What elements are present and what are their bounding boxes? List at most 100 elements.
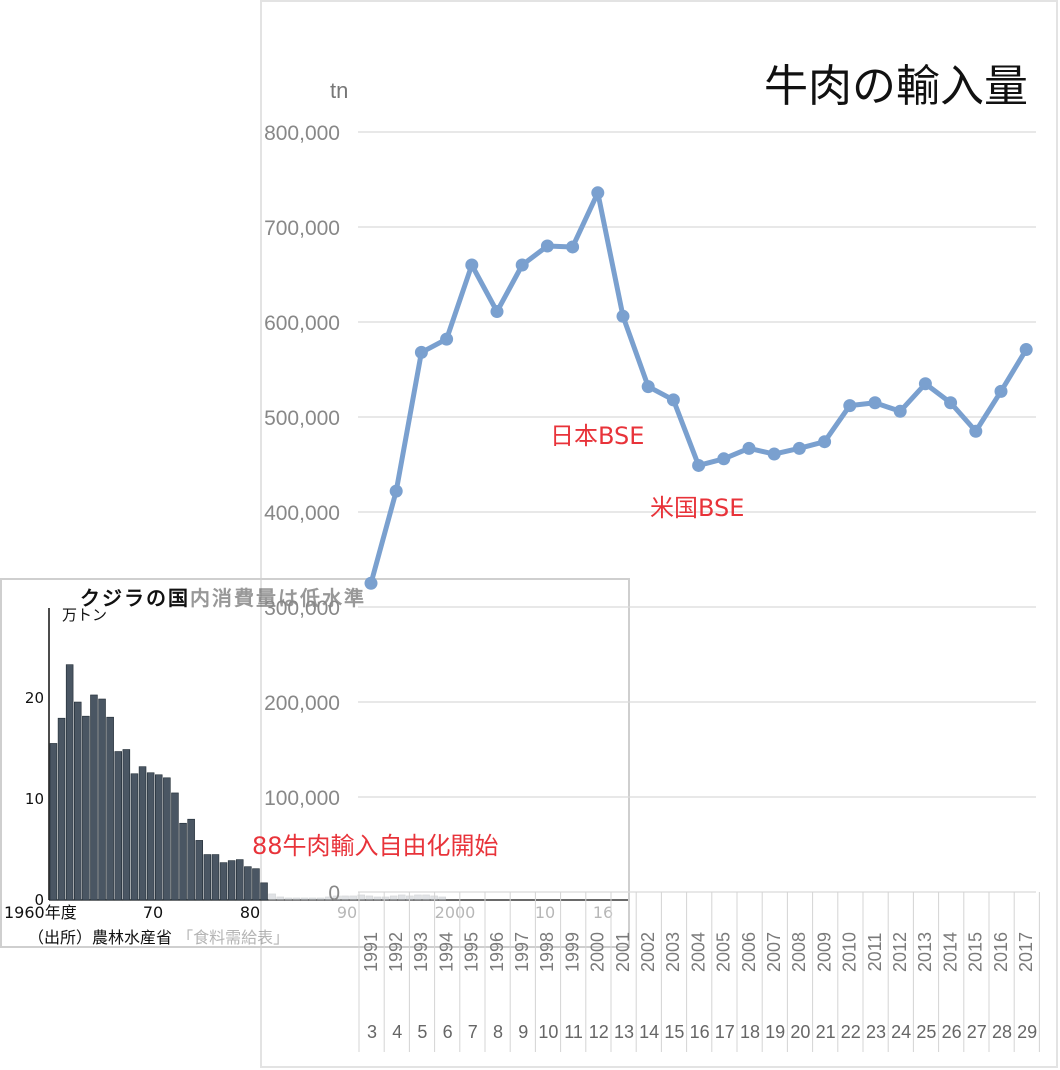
data-point (465, 258, 479, 272)
annotation-us-bse: 米国BSE (650, 494, 745, 522)
data-point (515, 258, 529, 272)
x-tick-label-year: 1999 (562, 932, 582, 972)
x-tick-label-year: 2008 (789, 932, 809, 972)
x-tick-label-year: 2013 (915, 932, 935, 972)
x-tick-label-heisei: 21 (816, 1022, 836, 1042)
x-tick-label-heisei: 22 (841, 1022, 861, 1042)
inset-bar (365, 895, 374, 901)
x-tick-label-heisei: 24 (891, 1022, 911, 1042)
data-point (767, 447, 781, 461)
inset-bar (203, 854, 212, 901)
inset-bar (381, 896, 390, 901)
x-tick-label-heisei: 25 (916, 1022, 936, 1042)
inset-bar (106, 716, 114, 901)
data-point (868, 396, 882, 410)
x-tick-label-year: 2015 (966, 932, 986, 972)
inset-bar (155, 774, 163, 901)
x-tick-label-heisei: 13 (614, 1022, 634, 1042)
inset-bar (219, 862, 228, 901)
inset-bar (90, 694, 98, 901)
annotation-japan-bse: 日本BSE (550, 422, 645, 450)
x-tick-label-heisei: 26 (942, 1022, 962, 1042)
inset-bar (211, 854, 220, 901)
inset-x-tick-label: 90 (337, 903, 357, 922)
inset-bar (244, 866, 252, 901)
x-tick-label-heisei: 17 (715, 1022, 735, 1042)
inset-bar (341, 895, 349, 901)
data-point (893, 404, 907, 418)
inset-x-tick-label: 2000 (435, 903, 476, 922)
x-tick-label-heisei: 12 (589, 1022, 609, 1042)
inset-bar (82, 715, 90, 901)
inset-x-tick-label: 80 (240, 903, 260, 922)
x-tick-label-year: 1995 (462, 932, 482, 972)
x-tick-label-heisei: 20 (790, 1022, 810, 1042)
data-point (717, 452, 731, 466)
y-tick-label: 0 (328, 882, 340, 905)
x-tick-label-heisei: 29 (1017, 1022, 1037, 1042)
data-point (994, 384, 1008, 398)
y-tick-label: 400,000 (264, 502, 340, 525)
annotation-import-liberalization: 88牛肉輸入自由化開始 (252, 832, 499, 860)
inset-bar (57, 717, 66, 901)
data-point (591, 186, 605, 200)
x-tick-label-year: 1992 (386, 932, 406, 972)
inset-bar (146, 772, 155, 901)
inset-bar (163, 777, 171, 901)
inset-bar (227, 860, 236, 901)
inset-bar (98, 698, 106, 901)
x-tick-label-heisei: 10 (538, 1022, 558, 1042)
x-tick-label-heisei: 19 (765, 1022, 785, 1042)
x-tick-label-heisei: 9 (518, 1022, 528, 1042)
x-tick-label-year: 1998 (537, 932, 557, 972)
inset-bar (49, 743, 58, 901)
data-point (364, 576, 378, 590)
x-tick-label-year: 1991 (361, 932, 381, 972)
y-tick-label: 100,000 (264, 787, 340, 810)
inset-x-tick-label: 1960年度 (4, 903, 77, 922)
data-point (666, 393, 680, 407)
x-tick-label-heisei: 28 (992, 1022, 1012, 1042)
inset-bar (373, 896, 382, 901)
x-tick-label-year: 2003 (663, 932, 683, 972)
data-point (969, 424, 983, 438)
inset-x-tick-label: 16 (593, 903, 613, 922)
x-tick-label-year: 2017 (1016, 932, 1036, 972)
y-tick-label: 200,000 (264, 692, 340, 715)
inset-bar (171, 792, 179, 901)
x-tick-label-year: 2006 (739, 932, 759, 972)
chart-title: 牛肉の輸入量 (764, 61, 1028, 112)
x-tick-label-year: 2002 (638, 932, 658, 972)
inset-bar (179, 822, 187, 901)
x-tick-label-heisei: 3 (367, 1022, 377, 1042)
x-tick-label-year: 1997 (512, 932, 532, 972)
inset-bar (349, 895, 357, 901)
data-point (742, 441, 756, 455)
inset-bar (422, 894, 430, 901)
x-tick-label-heisei: 4 (392, 1022, 402, 1042)
y-tick-label: 600,000 (264, 312, 340, 335)
inset-bar (260, 882, 268, 901)
x-tick-label-year: 2007 (764, 932, 784, 972)
beef-import-chart-panel (260, 0, 1058, 1068)
x-tick-label-heisei: 14 (639, 1022, 659, 1042)
inset-bar (268, 893, 276, 901)
inset-bar (389, 895, 398, 901)
x-tick-label-heisei: 23 (866, 1022, 886, 1042)
x-tick-label-year: 1993 (411, 932, 431, 972)
x-tick-label-heisei: 8 (493, 1022, 503, 1042)
x-tick-label-year: 2011 (865, 933, 885, 972)
inset-chart-title: クジラの国内消費量は低水準 (80, 586, 366, 610)
inset-bar (333, 895, 341, 901)
inset-source-note: （出所）農林水産省 「食料需給表」 (28, 928, 290, 947)
inset-bar (65, 664, 74, 901)
y-tick-label: 500,000 (264, 407, 340, 430)
data-point (692, 458, 706, 472)
inset-bar (300, 897, 309, 901)
x-tick-label-year: 2001 (613, 932, 633, 972)
y-tick-label: 300,000 (264, 597, 340, 620)
inset-y-tick-label: 0 (34, 891, 44, 909)
x-tick-label-heisei: 27 (967, 1022, 987, 1042)
data-point (616, 309, 630, 323)
